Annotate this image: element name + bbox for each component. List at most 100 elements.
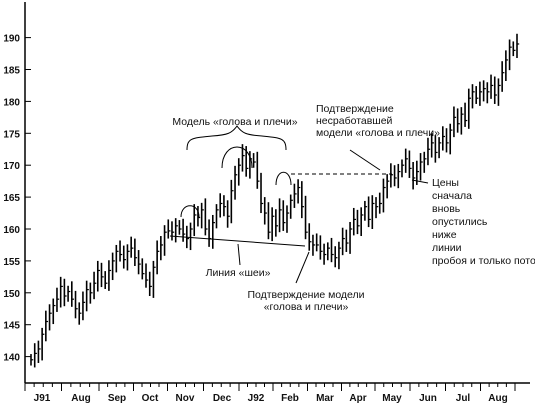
price-bar bbox=[119, 240, 123, 262]
y-tick-label-175: 175 bbox=[3, 129, 20, 140]
x-tick-label-9: Apr bbox=[349, 393, 366, 404]
price-bar bbox=[330, 237, 334, 263]
price-bar bbox=[193, 204, 197, 237]
price-bar bbox=[341, 227, 345, 256]
price-bar bbox=[505, 50, 509, 81]
price-bar bbox=[200, 202, 204, 229]
y-tick-label-145: 145 bbox=[3, 321, 20, 332]
price-bar bbox=[85, 280, 89, 312]
price-bar bbox=[460, 107, 464, 135]
price-bar bbox=[282, 200, 286, 231]
price-bar bbox=[501, 61, 505, 92]
price-bar bbox=[71, 281, 75, 307]
price-bar bbox=[275, 209, 279, 237]
price-bar bbox=[486, 82, 490, 104]
annotation-line: линии bbox=[432, 242, 462, 254]
price-bar bbox=[52, 298, 56, 325]
x-tick-label-0: J91 bbox=[34, 393, 51, 404]
failed-confirm-leader bbox=[349, 149, 381, 171]
price-bar bbox=[453, 106, 457, 138]
price-bar bbox=[497, 78, 501, 106]
price-bar bbox=[56, 287, 60, 312]
price-bar bbox=[219, 193, 223, 218]
price-bar bbox=[334, 246, 338, 268]
price-bar bbox=[230, 179, 234, 224]
price-bar bbox=[93, 271, 97, 300]
price-bar bbox=[360, 207, 364, 237]
prices-note-label: Цены сначала вновь опустились ниже линии пробо… bbox=[432, 177, 535, 267]
neck-label-leader bbox=[237, 243, 241, 266]
y-tick-label-170: 170 bbox=[3, 161, 20, 172]
price-bar bbox=[438, 137, 442, 159]
price-bar bbox=[293, 183, 297, 208]
annotation-graphics bbox=[169, 125, 429, 284]
price-bar bbox=[30, 354, 34, 366]
price-bar bbox=[508, 39, 512, 71]
price-bar bbox=[267, 202, 271, 240]
price-bar bbox=[226, 200, 230, 228]
price-bar bbox=[382, 178, 386, 213]
price-bar bbox=[482, 80, 486, 102]
price-bar bbox=[423, 151, 427, 173]
price-bar bbox=[45, 310, 49, 342]
price-bar bbox=[467, 88, 471, 129]
price-bar bbox=[167, 219, 171, 239]
price-bar bbox=[271, 207, 275, 242]
price-bar bbox=[323, 243, 327, 265]
prices-note-leader bbox=[411, 179, 429, 184]
x-tick-label-11: Jun bbox=[419, 393, 437, 404]
price-bar bbox=[63, 278, 67, 307]
price-bar bbox=[386, 174, 390, 199]
price-bar bbox=[378, 192, 382, 214]
price-bar bbox=[419, 153, 423, 181]
price-bar bbox=[122, 245, 126, 269]
price-bar bbox=[404, 148, 408, 173]
price-bar bbox=[208, 219, 212, 247]
annotation-line: вновь bbox=[432, 203, 461, 215]
x-tick-label-12: Jul bbox=[456, 393, 471, 404]
price-bar bbox=[367, 196, 371, 228]
price-bar bbox=[234, 165, 238, 200]
price-bar bbox=[74, 290, 78, 319]
y-tick-group: 140 145 150 155 160 165 170 175 180 185 190 bbox=[3, 34, 31, 364]
price-bar bbox=[130, 236, 134, 258]
price-bar bbox=[393, 165, 397, 187]
y-tick-label-140: 140 bbox=[3, 353, 20, 364]
price-bar bbox=[397, 163, 401, 189]
price-bar bbox=[312, 234, 316, 256]
price-bar bbox=[304, 195, 308, 240]
annotation-line: пробоя и только потом стали расти bbox=[432, 255, 535, 267]
annotation-line: Подтверждение модели bbox=[247, 289, 364, 301]
x-tick-label-1: Aug bbox=[71, 393, 90, 404]
price-bar bbox=[156, 240, 160, 275]
price-bar bbox=[345, 229, 349, 252]
price-bar bbox=[115, 244, 119, 273]
price-bar bbox=[308, 223, 312, 251]
price-bar bbox=[108, 260, 112, 291]
x-tick-label-8: Mar bbox=[316, 393, 334, 404]
neck-line-label-line: Линия «шеи» bbox=[206, 267, 271, 279]
price-bar bbox=[349, 221, 353, 254]
price-bar bbox=[59, 276, 63, 308]
price-bar bbox=[464, 102, 468, 127]
x-tick-label-13: Aug bbox=[488, 393, 507, 404]
price-bar bbox=[445, 128, 449, 153]
price-bar bbox=[493, 76, 497, 104]
y-tick-label-150: 150 bbox=[3, 289, 20, 300]
annotation-line: сначала bbox=[432, 190, 472, 202]
price-bar bbox=[412, 162, 416, 190]
hs-model-label-line: Модель «голова и плечи» bbox=[172, 116, 297, 128]
neck-line-label: Линия «шеи» bbox=[206, 267, 271, 279]
price-bar bbox=[96, 260, 100, 292]
price-bar bbox=[390, 163, 394, 188]
x-tick-label-5: Dec bbox=[213, 393, 232, 404]
price-bar bbox=[37, 340, 41, 363]
price-bar bbox=[145, 263, 149, 288]
price-bars bbox=[30, 33, 520, 368]
price-bar bbox=[319, 235, 323, 260]
price-bar bbox=[197, 206, 201, 227]
price-bar bbox=[48, 304, 52, 331]
right-shoulder-arc bbox=[275, 171, 292, 186]
price-bar bbox=[371, 195, 375, 229]
